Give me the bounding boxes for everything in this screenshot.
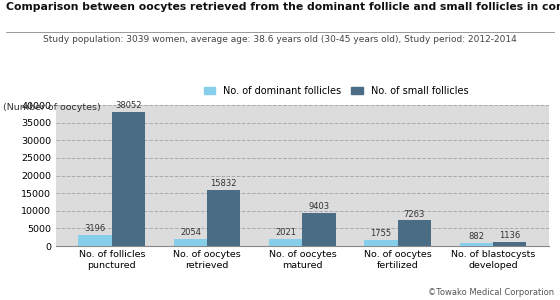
Bar — [302, 213, 336, 246]
Text: Study population: 3039 women, average age: 38.6 years old (30-45 years old), Stu: Study population: 3039 women, average ag… — [43, 35, 517, 44]
Text: 1136: 1136 — [499, 231, 520, 240]
Bar — [207, 190, 240, 246]
Bar — [460, 243, 493, 246]
Bar — [174, 239, 207, 246]
Text: Comparison between oocytes retrieved from the dominant follicle and small follic: Comparison between oocytes retrieved fro… — [6, 2, 560, 11]
Text: 15832: 15832 — [211, 179, 237, 188]
Text: 882: 882 — [468, 232, 484, 241]
Text: 2054: 2054 — [180, 228, 201, 237]
Bar — [398, 220, 431, 246]
Bar — [493, 242, 526, 246]
Bar — [78, 235, 112, 246]
Legend: No. of dominant follicles, No. of small follicles: No. of dominant follicles, No. of small … — [204, 86, 468, 96]
Bar — [112, 112, 145, 246]
Text: 1755: 1755 — [371, 229, 391, 238]
Text: 38052: 38052 — [115, 101, 142, 110]
Text: (Number of oocytes): (Number of oocytes) — [3, 103, 101, 112]
Bar — [365, 240, 398, 246]
Bar — [269, 239, 302, 246]
Text: 9403: 9403 — [309, 202, 330, 211]
Text: 2021: 2021 — [275, 228, 296, 237]
Text: 3196: 3196 — [85, 224, 106, 233]
Text: ©Towako Medical Corporation: ©Towako Medical Corporation — [428, 288, 554, 297]
Text: 7263: 7263 — [404, 210, 425, 219]
